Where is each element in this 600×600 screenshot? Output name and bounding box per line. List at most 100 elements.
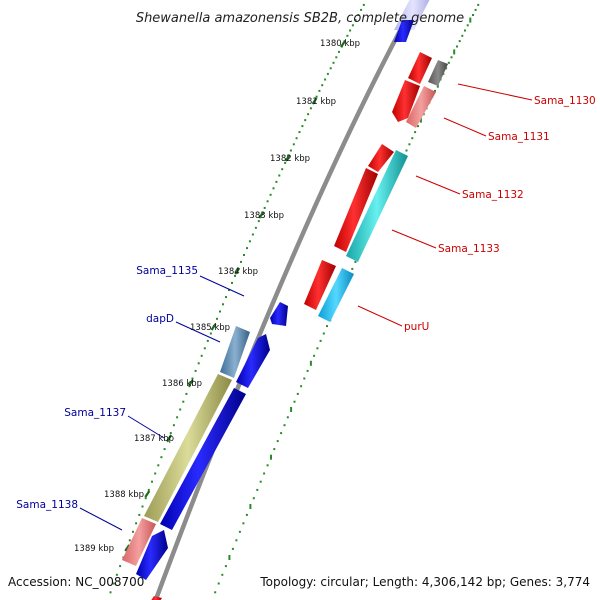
- kbp-label: 1387 kbp: [134, 434, 174, 444]
- track-dot: [354, 19, 357, 22]
- track-dot: [263, 472, 266, 475]
- track-dot: [259, 480, 262, 483]
- track-dot: [160, 456, 163, 459]
- track-dot: [169, 432, 172, 435]
- track-dot: [464, 29, 466, 32]
- kbp-tick: [258, 211, 265, 219]
- track-dot: [318, 89, 321, 92]
- track-dot: [298, 131, 301, 134]
- gene-label-sama-1135[interactable]: Sama_1135: [136, 265, 198, 277]
- gene-sama-1131-pink: [406, 86, 436, 128]
- label-leader-lines: [79, 83, 533, 531]
- track-dot: [138, 513, 141, 516]
- leader-dapD: [175, 321, 221, 343]
- gene-dapD-steel: [220, 326, 250, 378]
- kbp-labels: 1380 kbp 1381 kbp 1382 kbp 1383 kbp 1384…: [74, 39, 360, 554]
- track-dot: [309, 107, 312, 110]
- track-dot: [144, 497, 147, 500]
- gene-label-purU[interactable]: purU: [404, 321, 429, 333]
- track-dot: [466, 24, 469, 27]
- gene-label-sama-1131[interactable]: Sama_1131: [488, 131, 550, 143]
- leader-sama-1138: [79, 507, 123, 531]
- track-dot: [411, 137, 414, 140]
- track-dot: [151, 480, 153, 483]
- track-dot: [185, 392, 188, 395]
- track-dot: [240, 260, 242, 263]
- track-dot: [191, 377, 194, 380]
- track-dot: [300, 385, 303, 388]
- track-dash: [249, 504, 252, 509]
- gene-sama-1130-gray: [428, 60, 448, 86]
- track-dash: [290, 407, 293, 412]
- track-dot: [329, 67, 332, 70]
- track-dot: [263, 206, 266, 209]
- kbp-tick: [144, 490, 151, 498]
- track-dot: [408, 143, 411, 146]
- track-dot: [163, 448, 166, 451]
- track-dot: [216, 317, 218, 320]
- gene-sama-1131-red: [392, 80, 420, 122]
- track-dot: [405, 149, 408, 152]
- track-dot: [307, 113, 310, 116]
- kbp-label: 1385 kbp: [190, 323, 230, 333]
- track-dot: [179, 408, 182, 411]
- track-dot: [176, 416, 179, 419]
- track-dot: [326, 325, 328, 328]
- gene-sama-1138-pink: [122, 518, 156, 566]
- track-dot: [324, 78, 327, 81]
- track-dot: [235, 539, 238, 542]
- track-dot: [474, 8, 477, 11]
- track-dot: [284, 161, 287, 164]
- genome-title: Shewanella amazonensis SB2B, complete ge…: [136, 11, 464, 26]
- track-dot: [280, 432, 283, 435]
- leader-sama-1137: [127, 415, 165, 439]
- track-dot: [477, 3, 480, 6]
- track-dot: [360, 8, 363, 11]
- gene-label-sama-1133[interactable]: Sama_1133: [438, 243, 500, 255]
- track-dot: [304, 119, 307, 122]
- track-dot: [351, 24, 354, 27]
- gene-label-sama-1132[interactable]: Sama_1132: [462, 189, 524, 201]
- gene-label-sama-1130[interactable]: Sama_1130: [534, 95, 596, 107]
- track-dot: [295, 137, 298, 140]
- kbp-tick: [284, 154, 291, 162]
- leader-sama-1131: [443, 117, 487, 137]
- track-dot: [321, 84, 324, 87]
- gene-label-sama-1138[interactable]: Sama_1138: [16, 499, 78, 511]
- track-dot: [217, 582, 220, 585]
- outer-dotted-track: [214, 3, 480, 594]
- track-dot: [447, 61, 450, 64]
- track-dot: [254, 226, 257, 229]
- track-dot: [221, 573, 224, 576]
- track-dot: [445, 67, 448, 70]
- track-dot: [147, 488, 150, 491]
- track-dot: [322, 332, 325, 335]
- track-dot: [434, 89, 436, 92]
- track-dot: [219, 310, 221, 313]
- gene-labels-right: Sama_1130 Sama_1131 Sama_1132 Sama_1133 …: [404, 95, 596, 333]
- kbp-tick: [311, 97, 318, 105]
- track-dot: [272, 187, 275, 190]
- gene-bottom-red: [151, 596, 162, 600]
- gene-label-dapD[interactable]: dapD: [146, 313, 174, 325]
- track-dot: [301, 125, 304, 128]
- track-dot: [293, 400, 296, 403]
- track-dot: [289, 149, 292, 152]
- gene-purU-sky: [318, 268, 354, 322]
- gene-label-sama-1137[interactable]: Sama_1137: [64, 407, 126, 419]
- track-dot: [200, 354, 203, 357]
- track-dot: [472, 14, 474, 16]
- track-dot: [461, 34, 464, 37]
- track-dot: [351, 267, 354, 270]
- track-dot: [228, 289, 230, 291]
- accession-text: Accession: NC_008700: [8, 575, 144, 589]
- track-dash: [228, 555, 231, 560]
- track-dot: [326, 72, 329, 75]
- track-dot: [292, 143, 295, 146]
- track-dot: [251, 233, 254, 236]
- track-dot: [119, 565, 122, 568]
- kbp-label: 1381 kbp: [296, 97, 336, 107]
- gene-sama-1137-blue: [160, 388, 246, 530]
- gene-labels-left: Sama_1135 dapD Sama_1137 Sama_1138: [16, 265, 198, 511]
- track-dot: [354, 260, 357, 263]
